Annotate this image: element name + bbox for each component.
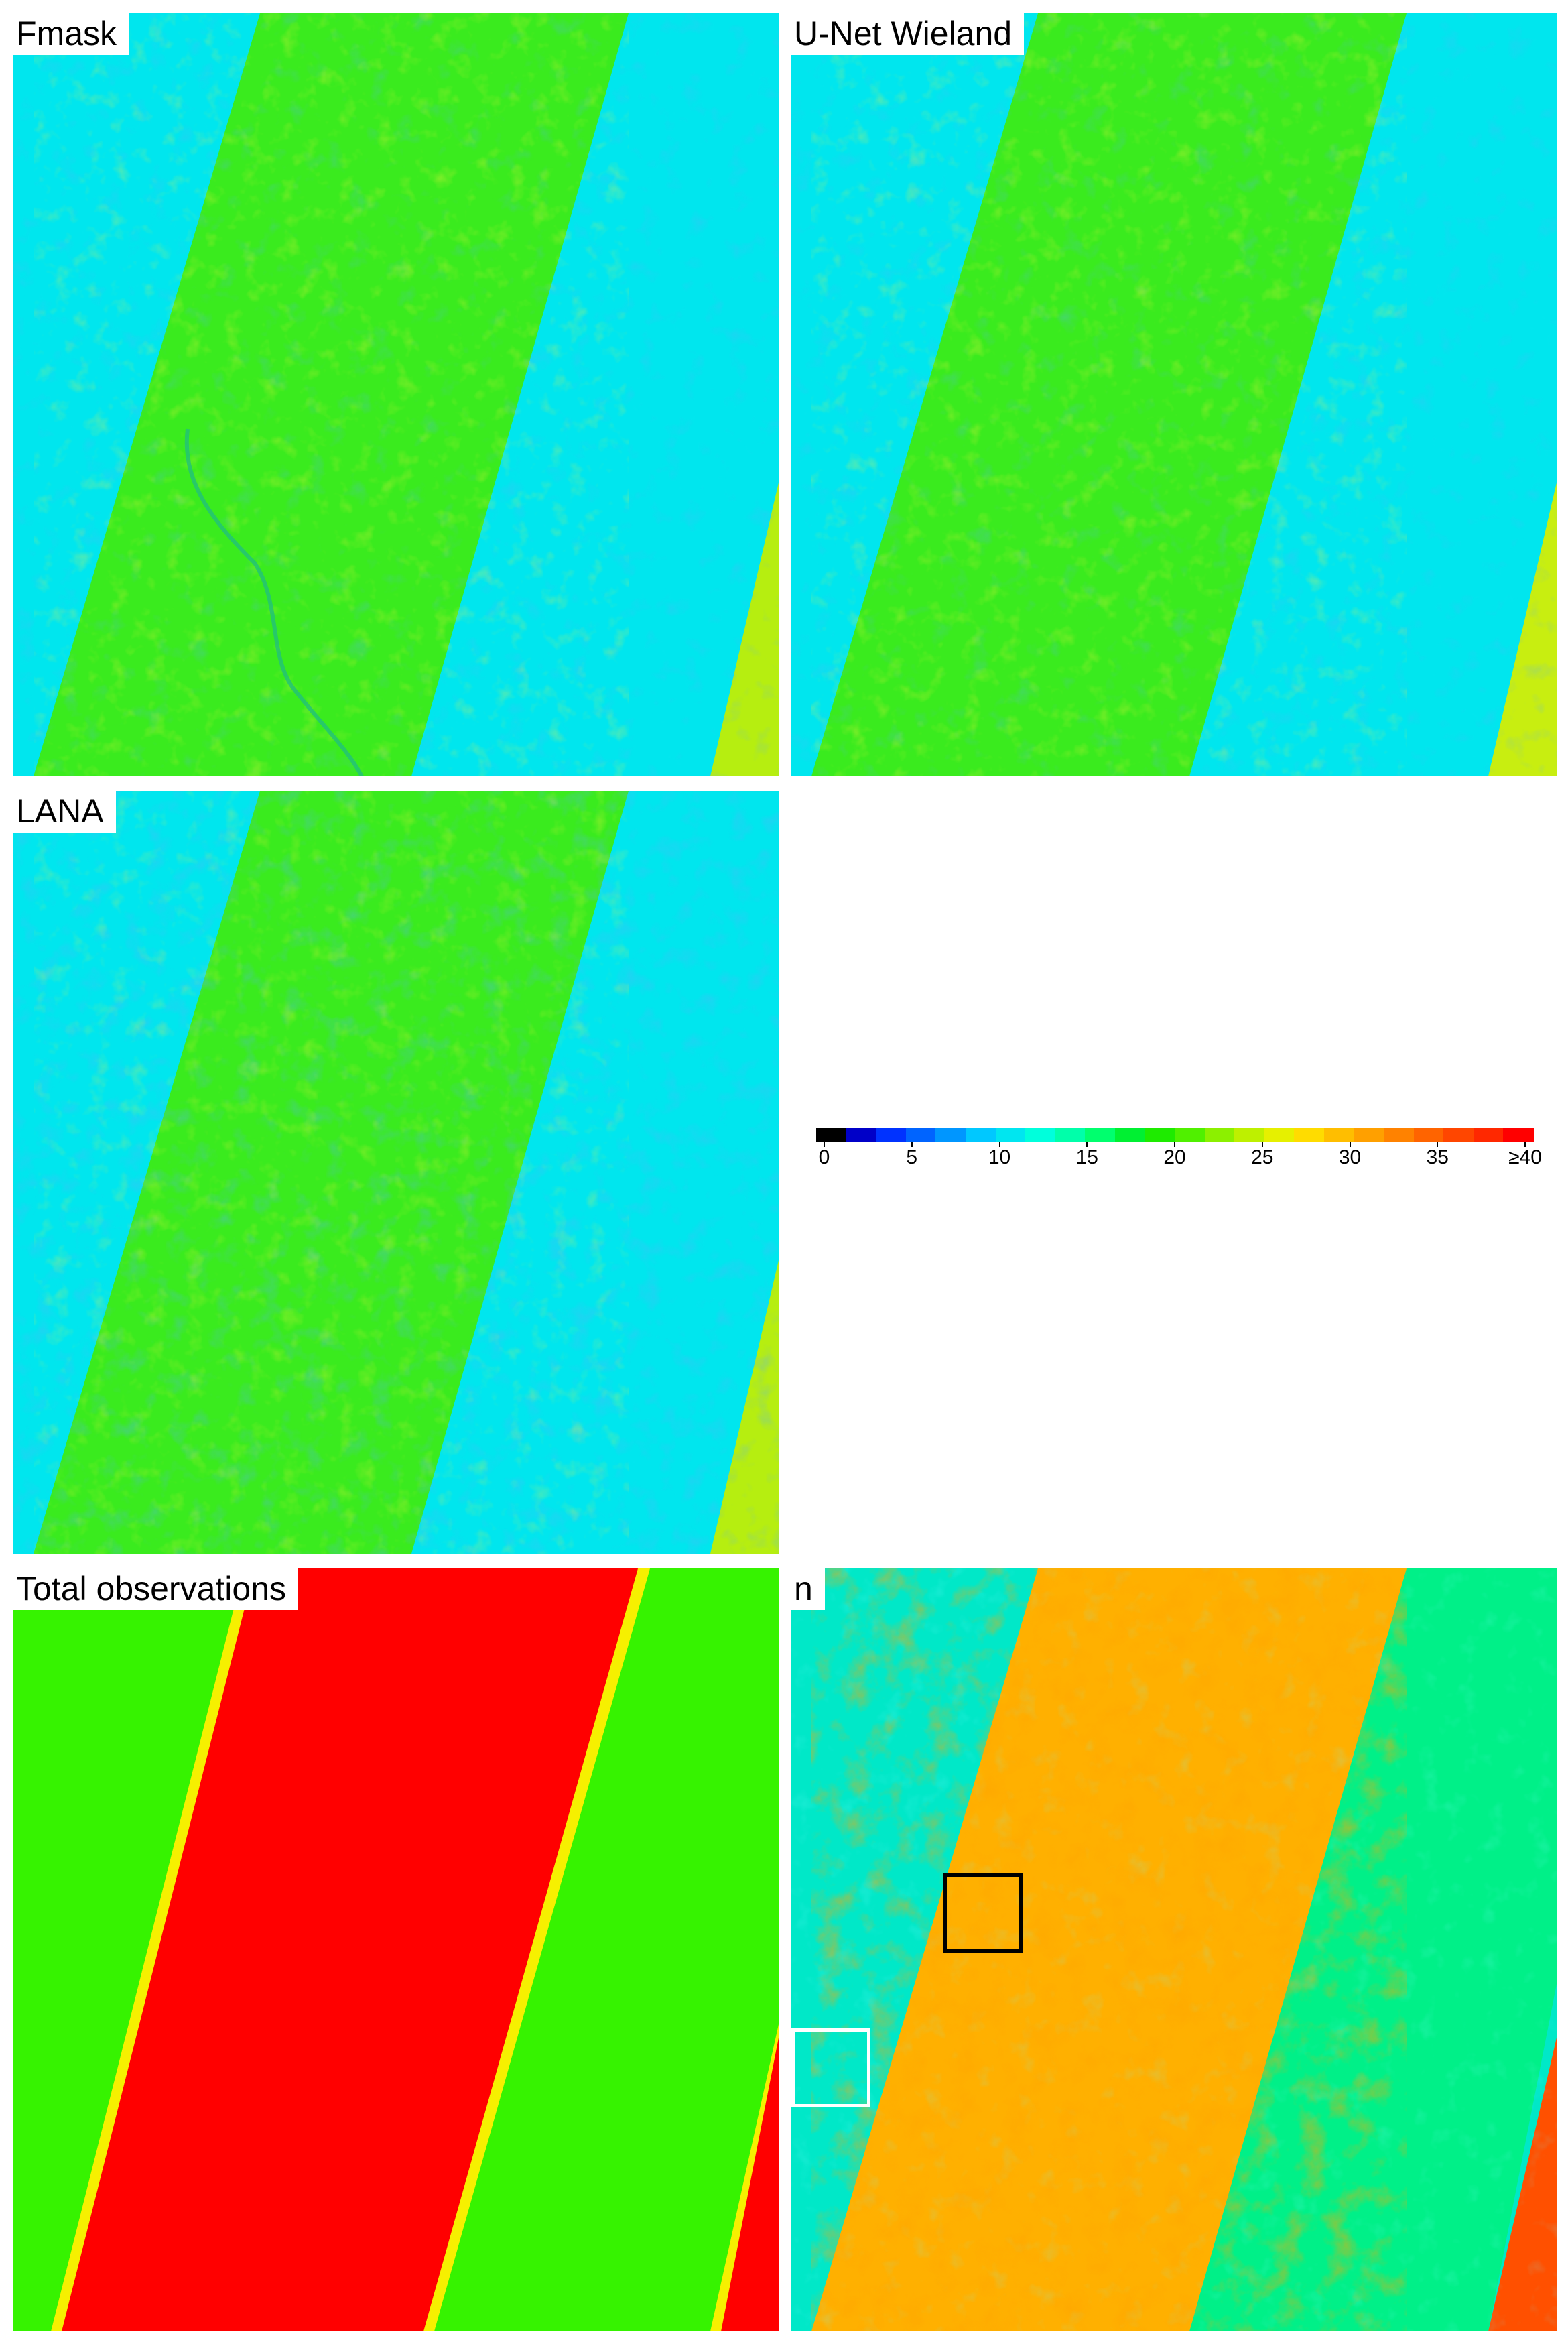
colorbar-segment bbox=[1175, 1128, 1205, 1142]
panel-label: LANA bbox=[13, 791, 116, 833]
colorbar-segment bbox=[1294, 1128, 1325, 1142]
colorbar-segment bbox=[1384, 1128, 1415, 1142]
colorbar-segment bbox=[846, 1128, 876, 1142]
lana-map bbox=[13, 791, 779, 1554]
unet-map bbox=[791, 13, 1557, 776]
colorbar-segment bbox=[1145, 1128, 1175, 1142]
colorbar-segment bbox=[1204, 1128, 1235, 1142]
inset-box-white bbox=[791, 2028, 870, 2107]
texture-warm bbox=[34, 791, 629, 1554]
colorbar-tick-label: 5 bbox=[906, 1146, 918, 1168]
river bbox=[184, 428, 364, 776]
colorbar-segment bbox=[1234, 1128, 1265, 1142]
n-map bbox=[791, 1568, 1557, 2331]
inset-box-black bbox=[943, 1873, 1023, 1953]
colorbar-segment bbox=[1264, 1128, 1295, 1142]
colorbar-tick-label: ≥40 bbox=[1508, 1146, 1542, 1168]
colorbar-segment bbox=[935, 1128, 966, 1142]
colorbar-tick-label: 35 bbox=[1426, 1146, 1449, 1168]
colorbar-segment bbox=[1114, 1128, 1145, 1142]
texture-warm bbox=[811, 13, 1407, 776]
colorbar-tick bbox=[1174, 1142, 1175, 1147]
colorbar-segment bbox=[965, 1128, 996, 1142]
panel-label: n bbox=[791, 1568, 825, 1610]
colorbar-tick bbox=[911, 1142, 913, 1147]
colorbar-segment bbox=[1503, 1128, 1534, 1142]
panel-n: n bbox=[791, 1568, 1557, 2331]
panel-label: Fmask bbox=[13, 13, 129, 55]
panel-fmask: Fmask bbox=[13, 13, 779, 776]
colorbar-segment bbox=[876, 1128, 907, 1142]
total-observations-map bbox=[13, 1568, 779, 2331]
right-band bbox=[721, 2038, 779, 2331]
colorbar-tick bbox=[1086, 1142, 1088, 1147]
colorbar: 0 5 10 15 20 25 30 35 ≥40 bbox=[816, 1128, 1542, 1188]
colorbar-tick-label: 25 bbox=[1251, 1146, 1274, 1168]
colorbar-segment bbox=[1025, 1128, 1056, 1142]
colorbar-segment bbox=[1443, 1128, 1474, 1142]
colorbar-tick bbox=[824, 1142, 825, 1147]
colorbar-segment bbox=[1323, 1128, 1355, 1142]
panel-total-observations: Total observations bbox=[13, 1568, 779, 2331]
texture-hot bbox=[811, 1568, 1407, 2331]
fmask-map bbox=[13, 13, 779, 776]
inner-band bbox=[62, 1568, 638, 2331]
panel-label: Total observations bbox=[13, 1568, 299, 1610]
colorbar-tick bbox=[1524, 1142, 1526, 1147]
colorbar-segment bbox=[1354, 1128, 1384, 1142]
colorbar-segment bbox=[1055, 1128, 1086, 1142]
colorbar-tick-label: 20 bbox=[1163, 1146, 1186, 1168]
colorbar-tick bbox=[1349, 1142, 1351, 1147]
colorbar-segment bbox=[1085, 1128, 1116, 1142]
texture-warm bbox=[34, 13, 629, 776]
colorbar-tick-label: 15 bbox=[1075, 1146, 1098, 1168]
colorbar-tick-label: 30 bbox=[1338, 1146, 1362, 1168]
colorbar-tick bbox=[1261, 1142, 1263, 1147]
colorbar-segment bbox=[1413, 1128, 1444, 1142]
colorbar-tick-label: 10 bbox=[988, 1146, 1011, 1168]
colorbar-segment bbox=[905, 1128, 936, 1142]
panel-label: U-Net Wieland bbox=[791, 13, 1025, 55]
panel-lana: LANA bbox=[13, 791, 779, 1554]
colorbar-segment bbox=[995, 1128, 1026, 1142]
panel-unet-wieland: U-Net Wieland bbox=[791, 13, 1557, 776]
colorbar-tick bbox=[998, 1142, 1000, 1147]
colorbar-tick-label: 0 bbox=[818, 1146, 830, 1168]
colorbar-segment bbox=[816, 1128, 847, 1142]
colorbar-segment bbox=[1473, 1128, 1504, 1142]
colorbar-tick bbox=[1437, 1142, 1439, 1147]
